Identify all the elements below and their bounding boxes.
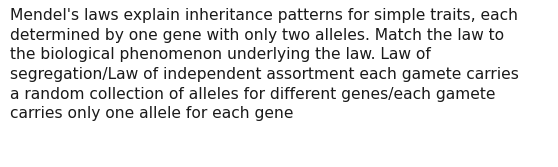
Text: Mendel's laws explain inheritance patterns for simple traits, each
determined by: Mendel's laws explain inheritance patter… <box>10 8 519 121</box>
